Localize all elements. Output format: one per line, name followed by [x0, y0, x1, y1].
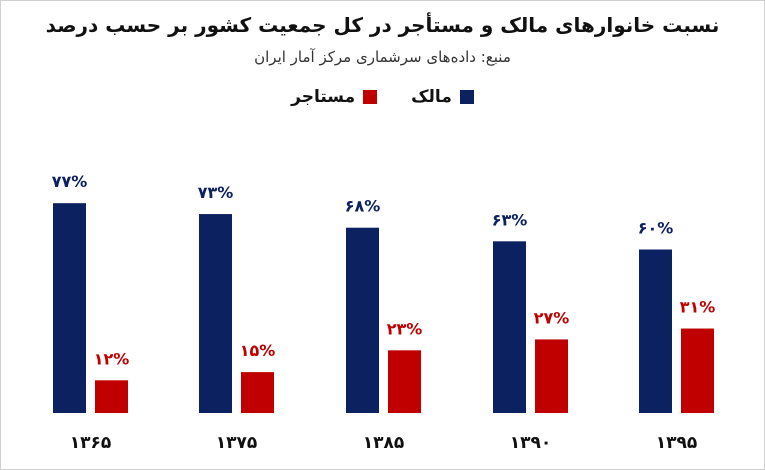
x-tick-label-1: ۱۳۷۵: [216, 433, 258, 453]
bar-owner-1: [199, 214, 232, 413]
data-label-owner-0: ۷۷%: [52, 172, 88, 191]
chart-title: نسبت خانوارهای مالک و مستأجر در کل جمعیت…: [45, 13, 720, 37]
bar-tenant-4: [681, 328, 714, 413]
legend-label-tenant: مستاجر: [291, 87, 356, 107]
data-label-tenant-2: ۲۳%: [387, 319, 423, 338]
bar-tenant-1: [241, 372, 274, 413]
data-label-tenant-1: ۱۵%: [240, 341, 276, 360]
x-tick-label-2: ۱۳۸۵: [363, 433, 405, 453]
legend-item-owner: مالک: [411, 87, 474, 107]
chart-legend: مالک مستاجر: [1, 87, 764, 107]
bar-owner-0: [53, 203, 86, 413]
data-label-tenant-4: ۳۱%: [680, 298, 716, 317]
x-tick-label-3: ۱۳۹۰: [510, 433, 552, 453]
bar-owner-4: [639, 249, 672, 413]
bar-owner-3: [493, 241, 526, 413]
bar-tenant-0: [95, 380, 128, 413]
data-label-tenant-3: ۲۷%: [534, 308, 570, 327]
legend-item-tenant: مستاجر: [291, 87, 378, 107]
legend-swatch-tenant: [363, 90, 378, 104]
x-tick-label-0: ۱۳۶۵: [70, 433, 112, 453]
data-label-owner-3: ۶۳%: [492, 210, 528, 229]
data-label-tenant-0: ۱۲%: [94, 349, 130, 368]
legend-label-owner: مالک: [411, 87, 452, 107]
chart-subtitle: منبع: داده‌های سرشماری مرکز آمار ایران: [254, 48, 511, 66]
bar-tenant-2: [388, 350, 421, 413]
data-label-owner-2: ۶۸%: [345, 197, 381, 216]
legend-swatch-owner: [459, 90, 474, 104]
bar-owner-2: [346, 227, 379, 413]
data-label-owner-4: ۶۰%: [638, 219, 674, 238]
x-tick-label-4: ۱۳۹۵: [656, 433, 698, 453]
bar-tenant-3: [535, 339, 568, 413]
data-label-owner-1: ۷۳%: [198, 183, 234, 202]
